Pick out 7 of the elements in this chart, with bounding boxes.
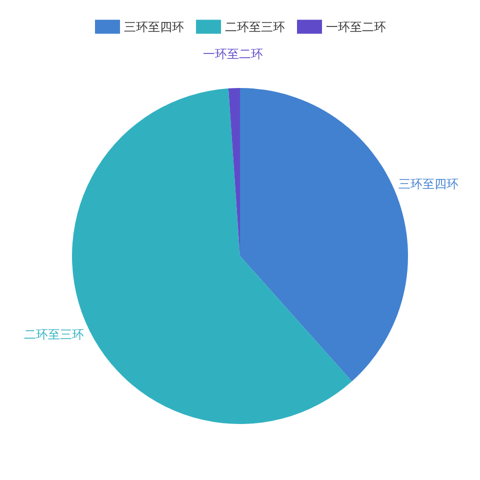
pie-slice (72, 88, 352, 424)
legend-label: 三环至四环 (124, 20, 184, 34)
slice-label: 一环至二环 (203, 47, 264, 62)
legend-label: 二环至三环 (225, 20, 285, 34)
slice-label: 三环至四环 (398, 177, 459, 192)
legend-label: 一环至二环 (326, 20, 386, 34)
slice-label: 二环至三环 (24, 327, 84, 342)
